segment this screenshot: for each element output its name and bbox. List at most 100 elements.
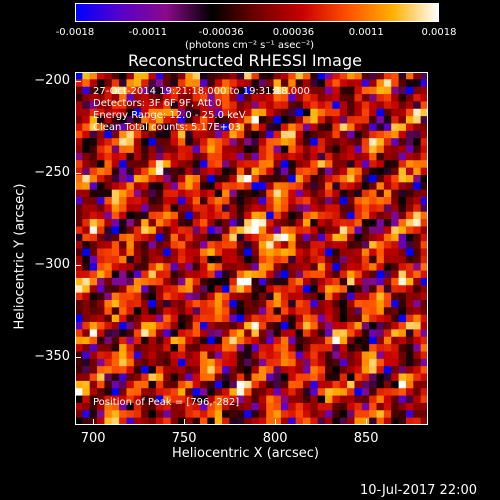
heatmap-cell	[361, 108, 370, 117]
heatmap-cell	[133, 79, 142, 88]
heatmap-cell	[192, 241, 201, 249]
heatmap-cell	[288, 402, 297, 411]
heatmap-cell	[317, 72, 326, 80]
heatmap-cell	[369, 292, 377, 301]
heatmap-cell	[339, 167, 348, 176]
heatmap-cell	[111, 138, 120, 146]
heatmap-cell	[273, 417, 282, 425]
heatmap-cell	[177, 211, 186, 220]
heatmap-cell	[104, 174, 113, 183]
heatmap-cell	[347, 410, 355, 419]
heatmap-cell	[413, 182, 422, 191]
heatmap-cell	[192, 204, 201, 213]
heatmap-cell	[405, 167, 414, 176]
heatmap-cell	[82, 307, 91, 316]
heatmap-cell	[236, 344, 245, 352]
heatmap-cell	[177, 402, 186, 411]
heatmap-cell	[236, 138, 245, 146]
heatmap-cell	[317, 226, 326, 235]
heatmap-cell	[229, 417, 238, 425]
heatmap-cell	[236, 270, 245, 279]
heatmap-cell	[354, 174, 363, 183]
heatmap-cell	[266, 101, 274, 110]
heatmap-cell	[222, 417, 230, 425]
heatmap-cell	[347, 167, 355, 176]
heatmap-cell	[126, 329, 135, 338]
heatmap-cell	[391, 263, 399, 271]
heatmap-cell	[420, 336, 428, 345]
heatmap-cell	[398, 233, 407, 242]
heatmap-cell	[119, 351, 127, 360]
heatmap-cell	[332, 138, 341, 146]
heatmap-cell	[163, 402, 171, 411]
heatmap-cell	[354, 94, 363, 102]
heatmap-cell	[383, 233, 392, 242]
heatmap-cell	[111, 189, 120, 198]
heatmap-cell	[302, 72, 311, 80]
heatmap-cell	[148, 395, 157, 404]
heatmap-cell	[361, 79, 370, 88]
heatmap-cell	[222, 299, 230, 308]
heatmap-cell	[148, 344, 157, 352]
heatmap-cell	[97, 86, 105, 95]
heatmap-cell	[104, 182, 113, 191]
heatmap-cell	[200, 307, 208, 316]
heatmap-cell	[133, 241, 142, 249]
heatmap-cell	[413, 285, 422, 294]
heatmap-cell	[347, 263, 355, 271]
heatmap-cell	[258, 116, 267, 124]
heatmap-cell	[361, 395, 370, 404]
heatmap-cell	[163, 380, 171, 389]
heatmap-cell	[339, 336, 348, 345]
heatmap-cell	[155, 241, 164, 249]
heatmap-cell	[413, 167, 422, 176]
heatmap-cell	[126, 285, 135, 294]
heatmap-cell	[391, 72, 399, 80]
heatmap-cell	[89, 189, 98, 198]
heatmap-cell	[163, 160, 171, 168]
heatmap-cell	[141, 366, 149, 374]
heatmap-cell	[405, 189, 414, 198]
heatmap-cell	[207, 366, 216, 374]
heatmap-cell	[75, 388, 83, 396]
heatmap-cell	[295, 373, 304, 382]
heatmap-cell	[236, 241, 245, 249]
heatmap-cell	[398, 108, 407, 117]
heatmap-cell	[280, 197, 289, 205]
heatmap-cell	[236, 233, 245, 242]
heatmap-cell	[266, 219, 274, 227]
heatmap-cell	[376, 79, 385, 88]
heatmap-cell	[295, 72, 304, 80]
heatmap-cell	[89, 410, 98, 419]
heatmap-cell	[295, 270, 304, 279]
heatmap-cell	[229, 182, 238, 191]
heatmap-cell	[141, 204, 149, 213]
heatmap-cell	[280, 344, 289, 352]
heatmap-cell	[266, 270, 274, 279]
heatmap-cell	[192, 417, 201, 425]
heatmap-cell	[185, 197, 194, 205]
heatmap-cell	[310, 182, 319, 191]
heatmap-cell	[420, 152, 428, 161]
heatmap-cell	[82, 204, 91, 213]
heatmap-cell	[258, 101, 267, 110]
heatmap-cell	[361, 255, 370, 264]
heatmap-cell	[413, 380, 422, 389]
heatmap-cell	[185, 299, 194, 308]
heatmap-cell	[236, 72, 245, 80]
heatmap-cell	[75, 402, 83, 411]
heatmap-cell	[97, 72, 105, 80]
heatmap-cell	[163, 152, 171, 161]
heatmap-cell	[119, 373, 127, 382]
heatmap-cell	[200, 167, 208, 176]
heatmap-cell	[332, 263, 341, 271]
heatmap-cell	[266, 160, 274, 168]
heatmap-cell	[354, 417, 363, 425]
heatmap-cell	[192, 388, 201, 396]
heatmap-cell	[376, 101, 385, 110]
heatmap-cell	[133, 233, 142, 242]
heatmap-cell	[229, 226, 238, 235]
heatmap-cell	[126, 108, 135, 117]
heatmap-cell	[391, 86, 399, 95]
heatmap-cell	[325, 417, 333, 425]
